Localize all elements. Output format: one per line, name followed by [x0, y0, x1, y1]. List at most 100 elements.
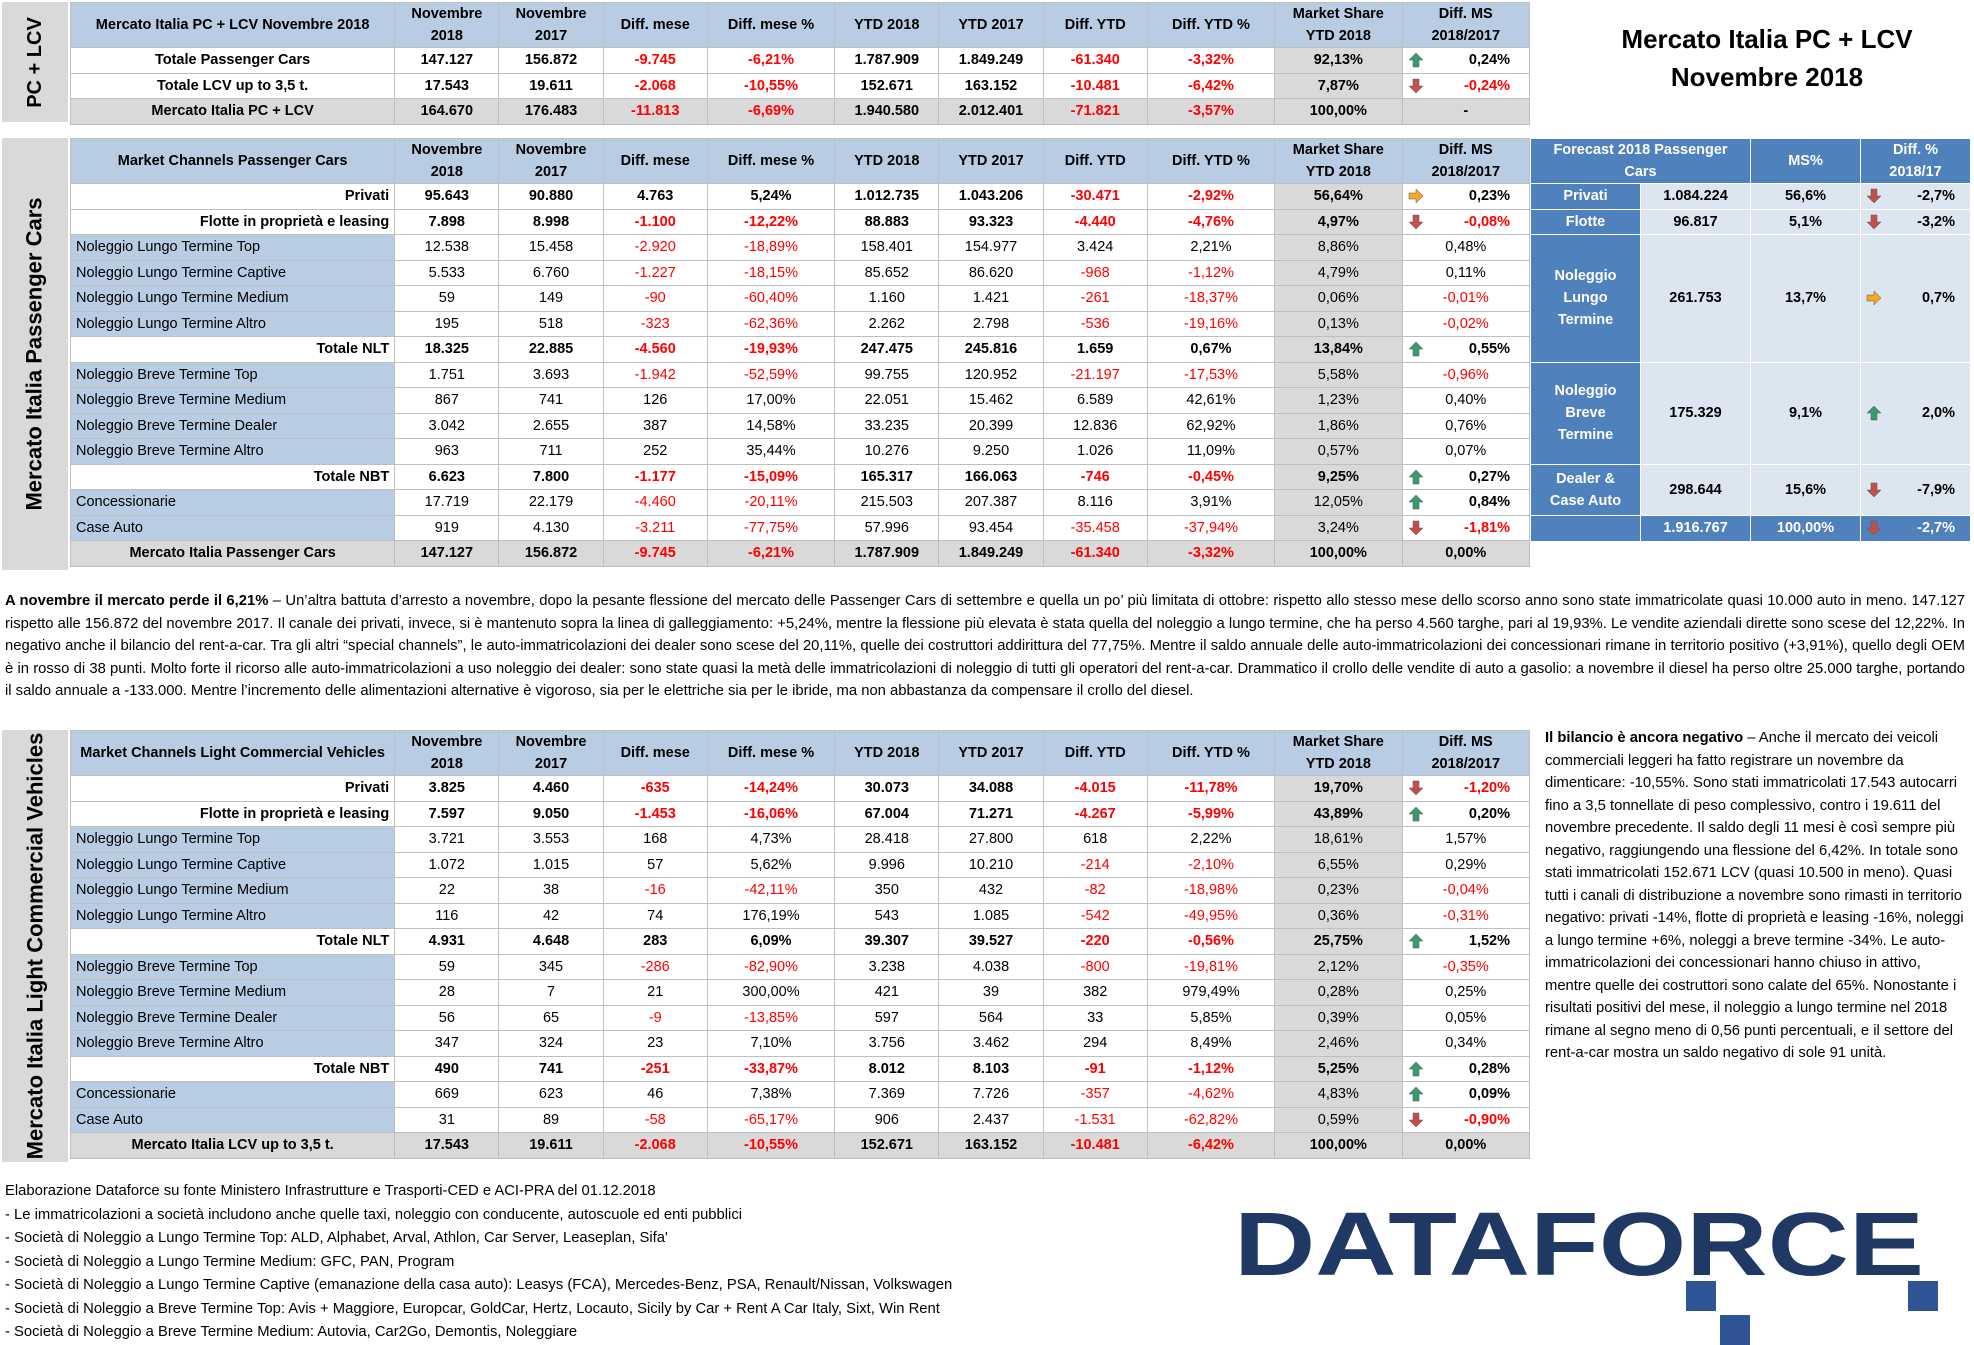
diff-ms-value: 0,29% — [1445, 856, 1487, 873]
table-cell: -2.068 — [602, 72, 708, 99]
table-cell: 4,73% — [706, 826, 836, 853]
table-cell: -9.745 — [602, 47, 708, 74]
column-header: Market Share YTD 2018 — [1274, 730, 1403, 776]
column-header: Diff. YTD — [1042, 138, 1148, 184]
column-header: MS% — [1750, 138, 1862, 184]
table-cell: 2.437 — [938, 1106, 1044, 1133]
row-label: Flotte in proprietà e leasing — [69, 208, 396, 235]
table-cell: 4.648 — [498, 928, 604, 955]
row-label: Mercato Italia Passenger Cars — [69, 540, 396, 567]
table-cell: 564 — [938, 1004, 1044, 1031]
table-row: Totale NBT 6.623 7.800 -1.177 -15,09% 165.317… — [69, 463, 1531, 490]
forecast-label — [1530, 515, 1641, 542]
table-cell: 1.015 — [498, 851, 604, 878]
table-cell: -62,36% — [706, 310, 836, 337]
diff-ms-cell: 0,25% — [1401, 979, 1531, 1006]
table-cell: -0,56% — [1146, 928, 1276, 955]
forecast-row: Flotte 96.817 5,1% -3,2% — [1530, 208, 1972, 236]
arrow-right-icon — [1866, 290, 1882, 307]
arrow-up-icon — [1866, 406, 1882, 421]
table-cell: -3.211 — [602, 514, 708, 541]
table-cell: 156.872 — [498, 47, 604, 74]
table-row: Mercato Italia PC + LCV 164.670 176.483 -11… — [69, 98, 1531, 125]
row-label: Noleggio Breve Termine Top — [69, 953, 396, 980]
table-row: Mercato Italia LCV up to 3,5 t. 17.543 19.… — [69, 1132, 1531, 1159]
table-cell: 17.719 — [394, 489, 500, 516]
table-header-row: Market Channels Passenger Cars Novembre 2… — [69, 138, 1531, 184]
forecast-diff-value: 0,7% — [1921, 290, 1956, 307]
forecast-ms: 15,6% — [1750, 464, 1862, 517]
diff-ms-cell: -0,90% — [1401, 1106, 1531, 1133]
logo-text: DATAFORCE — [1234, 1195, 1924, 1295]
table-cell: 30.073 — [834, 775, 940, 802]
table-cell: 3.553 — [498, 826, 604, 853]
diff-ms-cell: 0,48% — [1401, 234, 1531, 261]
table-cell: 711 — [498, 438, 604, 465]
table-row: Noleggio Breve Termine Medium 867 741 126 17… — [69, 387, 1531, 414]
footer-notes: Elaborazione Dataforce su fonte Minister… — [5, 1180, 952, 1345]
table-row: Case Auto 31 89 -58 -65,17% 906 2.437 -1.531 -62… — [69, 1106, 1531, 1133]
table-forecast: Forecast 2018 Passenger Cars MS% Diff. % 2… — [1529, 138, 1972, 542]
table-cell: -82 — [1042, 877, 1148, 904]
table-cell: 3,24% — [1274, 514, 1403, 541]
row-label: Case Auto — [69, 514, 396, 541]
table-cell: -16 — [602, 877, 708, 904]
table-cell: 421 — [834, 979, 940, 1006]
diff-ms-cell: 0,84% — [1401, 489, 1531, 516]
table-cell: -11.813 — [602, 98, 708, 125]
footer-line: - Società di Noleggio a Lungo Termine To… — [5, 1230, 668, 1246]
table-cell: 1.160 — [834, 285, 940, 312]
table-cell: 100,00% — [1274, 1132, 1403, 1159]
table-row: Noleggio Breve Termine Dealer 56 65 -9 -13,8… — [69, 1004, 1531, 1031]
table-cell: 3.424 — [1042, 234, 1148, 261]
diff-ms-value: 0,84% — [1468, 494, 1510, 511]
table-cell: 3.756 — [834, 1030, 940, 1057]
table-cell: -6,42% — [1146, 72, 1276, 99]
row-label: Concessionarie — [69, 1081, 396, 1108]
row-label: Privati — [69, 775, 396, 802]
row-label: Noleggio Breve Termine Dealer — [69, 1004, 396, 1031]
table-cell: 963 — [394, 438, 500, 465]
forecast-diff: 2,0% — [1860, 361, 1972, 466]
table-cell: 39.527 — [938, 928, 1044, 955]
forecast-ms: 13,7% — [1750, 234, 1862, 363]
table-cell: 126 — [602, 387, 708, 414]
table-cell: 979,49% — [1146, 979, 1276, 1006]
table-cell: 0,67% — [1146, 336, 1276, 363]
arrow-up-icon — [1407, 1086, 1424, 1102]
table-cell: 623 — [498, 1081, 604, 1108]
footer-line: - Società di Noleggio a Lungo Termine Me… — [5, 1253, 455, 1270]
arrow-up-icon — [1407, 1061, 1424, 1076]
diff-ms-cell: -0,02% — [1401, 310, 1531, 337]
table-cell: 245.816 — [938, 336, 1044, 363]
arrow-right-icon — [1408, 188, 1423, 204]
row-label: Noleggio Lungo Termine Medium — [69, 285, 396, 312]
diff-ms-value: 0,23% — [1468, 188, 1510, 205]
footer-line: - Le immatricolazioni a società includon… — [5, 1206, 743, 1223]
table-cell: -4.015 — [1042, 775, 1148, 802]
table-cell: 3.825 — [394, 775, 500, 802]
diff-ms-cell: 0,00% — [1401, 540, 1531, 567]
table-cell: -1.227 — [602, 259, 708, 286]
table-cell: 0,57% — [1274, 438, 1403, 465]
table-row: Privati 95.643 90.880 4.763 5,24% 1.012.735 1.… — [69, 183, 1531, 210]
forecast-diff-value: -7,9% — [1917, 482, 1956, 499]
table-cell: -542 — [1042, 902, 1148, 929]
table-cell: -52,59% — [706, 361, 836, 388]
table-cell: 300,00% — [706, 979, 836, 1006]
table-cell: 3.238 — [834, 953, 940, 980]
table-row: Noleggio Lungo Termine Medium 22 38 -16 -42,… — [69, 877, 1531, 904]
table-cell: 252 — [602, 438, 708, 465]
table-cell: 90.880 — [498, 183, 604, 210]
table-row: Concessionarie 669 623 46 7,38% 7.369 7.726 -35… — [69, 1081, 1531, 1108]
table-row: Flotte in proprietà e leasing 7.597 9.050-… — [69, 800, 1531, 827]
table-cell: 741 — [498, 387, 604, 414]
table-cell: 1.849.249 — [938, 47, 1044, 74]
table-row: Totale Passenger Cars 147.127 156.872 -9.74… — [69, 47, 1531, 74]
table-cell: -6,42% — [1146, 1132, 1276, 1159]
table-cell: 9,25% — [1274, 463, 1403, 490]
arrow-up-icon — [1407, 494, 1424, 510]
table-cell: 1.787.909 — [834, 47, 940, 74]
table-cell: 7,10% — [706, 1030, 836, 1057]
table-cell: -2,10% — [1146, 851, 1276, 878]
